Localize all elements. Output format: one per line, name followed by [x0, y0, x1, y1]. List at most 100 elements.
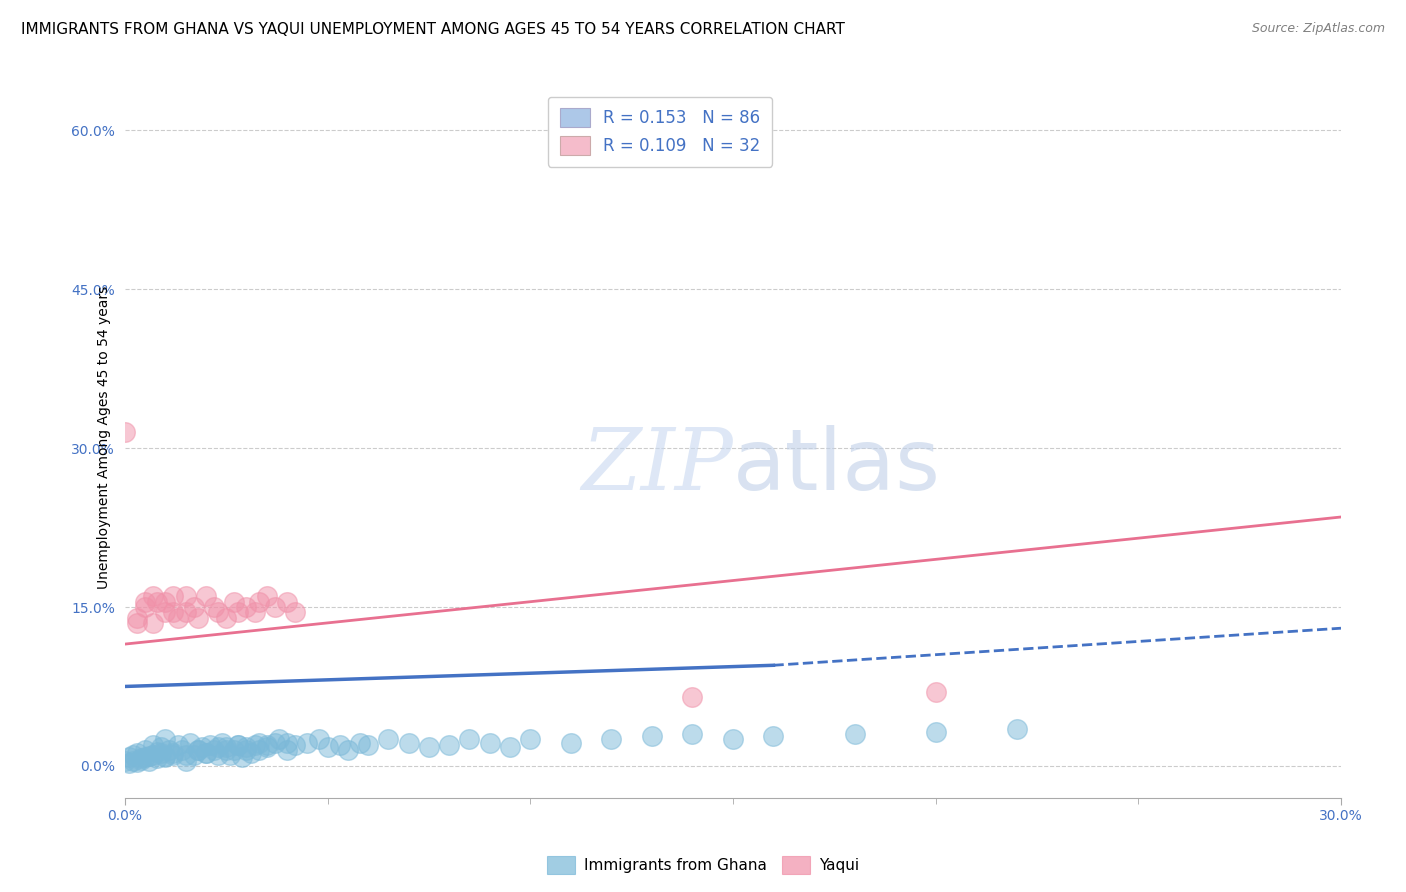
Point — [155, 749, 177, 764]
Point — [437, 738, 460, 752]
Point — [202, 743, 225, 757]
Point — [235, 739, 257, 754]
Point — [125, 755, 148, 769]
Point — [191, 739, 214, 754]
Point — [162, 605, 184, 619]
Point — [146, 595, 169, 609]
Point — [170, 743, 193, 757]
Point — [297, 736, 319, 750]
Point — [256, 738, 278, 752]
Point — [762, 729, 785, 743]
Point — [129, 751, 152, 765]
Point — [162, 590, 184, 604]
Point — [215, 743, 238, 757]
Point — [263, 736, 285, 750]
Point — [174, 754, 197, 768]
Point — [155, 732, 177, 747]
Point — [267, 732, 290, 747]
Point — [247, 595, 270, 609]
Point — [159, 743, 181, 757]
Point — [924, 725, 946, 739]
Point — [228, 738, 250, 752]
Text: Source: ZipAtlas.com: Source: ZipAtlas.com — [1251, 22, 1385, 36]
Point — [228, 738, 250, 752]
Point — [118, 750, 141, 764]
Point — [215, 610, 238, 624]
Point — [142, 615, 165, 630]
Point — [174, 605, 197, 619]
Point — [179, 736, 201, 750]
Point — [146, 745, 169, 759]
Point — [256, 590, 278, 604]
Point — [146, 751, 169, 765]
Point — [142, 590, 165, 604]
Point — [207, 605, 229, 619]
Point — [138, 749, 160, 764]
Point — [600, 732, 623, 747]
Point — [118, 756, 141, 770]
Point — [336, 743, 359, 757]
Point — [194, 746, 217, 760]
Point — [202, 600, 225, 615]
Point — [247, 736, 270, 750]
Point — [681, 690, 703, 704]
Point — [114, 425, 136, 440]
Point — [134, 600, 156, 615]
Point — [721, 732, 744, 747]
Point — [256, 739, 278, 754]
Point — [276, 743, 298, 757]
Point — [134, 750, 156, 764]
Point — [150, 739, 173, 754]
Point — [357, 738, 380, 752]
Point — [519, 732, 541, 747]
Point — [215, 739, 238, 754]
Point — [924, 685, 946, 699]
Y-axis label: Unemployment Among Ages 45 to 54 years: Unemployment Among Ages 45 to 54 years — [97, 286, 111, 590]
Point — [239, 746, 262, 760]
Point — [284, 738, 307, 752]
Point — [174, 590, 197, 604]
Text: atlas: atlas — [733, 425, 941, 508]
Point — [243, 738, 266, 752]
Point — [377, 732, 399, 747]
Point — [125, 746, 148, 760]
Point — [418, 739, 440, 754]
Point — [166, 610, 188, 624]
Point — [162, 746, 184, 760]
Text: IMMIGRANTS FROM GHANA VS YAQUI UNEMPLOYMENT AMONG AGES 45 TO 54 YEARS CORRELATIO: IMMIGRANTS FROM GHANA VS YAQUI UNEMPLOYM… — [21, 22, 845, 37]
Text: ZIP: ZIP — [581, 425, 733, 508]
Point — [162, 748, 184, 763]
Point — [560, 736, 582, 750]
Point — [641, 729, 664, 743]
Point — [155, 750, 177, 764]
Point — [134, 595, 156, 609]
Point — [235, 743, 257, 757]
Point — [247, 743, 270, 757]
Point — [187, 610, 209, 624]
Point — [499, 739, 522, 754]
Point — [125, 615, 148, 630]
Point — [211, 736, 233, 750]
Point — [187, 743, 209, 757]
Point — [194, 746, 217, 760]
Point — [243, 605, 266, 619]
Legend: R = 0.153   N = 86, R = 0.109   N = 32: R = 0.153 N = 86, R = 0.109 N = 32 — [548, 96, 772, 167]
Point — [284, 605, 307, 619]
Point — [183, 748, 205, 763]
Point — [142, 748, 165, 763]
Point — [150, 746, 173, 760]
Point — [231, 750, 253, 764]
Point — [142, 738, 165, 752]
Point — [235, 600, 257, 615]
Point — [183, 600, 205, 615]
Point — [122, 754, 145, 768]
Point — [224, 595, 246, 609]
Point — [166, 738, 188, 752]
Point — [138, 754, 160, 768]
Point — [207, 739, 229, 754]
Point — [263, 600, 285, 615]
Point — [134, 743, 156, 757]
Point — [122, 748, 145, 763]
Point — [308, 732, 330, 747]
Point — [125, 610, 148, 624]
